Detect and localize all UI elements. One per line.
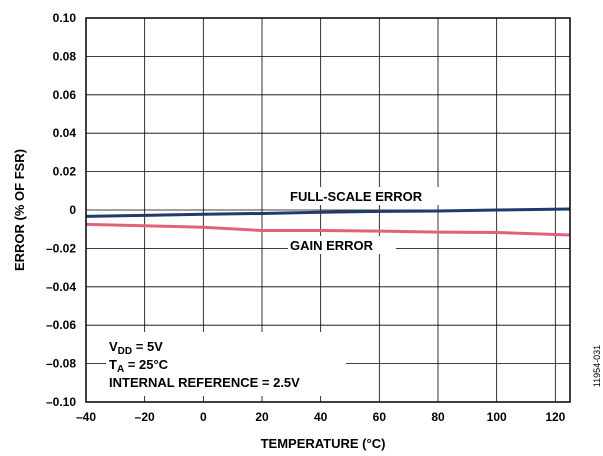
condition-reference: INTERNAL REFERENCE = 2.5V: [109, 375, 300, 390]
condition-ta: TA = 25°C: [109, 357, 169, 375]
y-tick-label: 0.02: [53, 165, 77, 179]
series-layer: [85, 207, 571, 237]
x-tick-label: 120: [545, 410, 565, 424]
x-tick-label: 20: [255, 410, 269, 424]
x-tick-label: –20: [135, 410, 155, 424]
series-line-full-scale-error: [85, 207, 571, 218]
grid: [85, 17, 570, 403]
y-tick-label: 0.10: [53, 11, 77, 25]
y-tick-label: 0.08: [53, 49, 77, 63]
series-line-gain-error: [85, 222, 571, 237]
series-label-full-scale-error: FULL-SCALE ERROR: [290, 189, 423, 204]
y-tick-label: 0.06: [53, 88, 77, 102]
gain-label-bg: [288, 236, 396, 254]
y-tick-label: –0.06: [46, 318, 76, 332]
figure-id: 11954-031: [592, 345, 602, 387]
x-tick-labels: –40 –20 0 20 40 60 80 100 120: [76, 410, 566, 424]
conditions-box: [106, 332, 346, 396]
y-tick-label: –0.04: [46, 280, 76, 294]
y-axis-title: ERROR (% OF FSR): [12, 149, 27, 271]
y-tick-label: 0.04: [53, 126, 77, 140]
y-tick-labels: 0.10 0.08 0.06 0.04 0.02 0 –0.02 –0.04 –0.06 –0.0…: [46, 11, 76, 409]
series-label-gain-error: GAIN ERROR: [290, 238, 374, 253]
x-tick-label: 60: [373, 410, 387, 424]
x-tick-label: –40: [76, 410, 96, 424]
x-tick-label: 40: [314, 410, 328, 424]
plot-frame: [85, 17, 571, 403]
fse-label-bg: [288, 187, 456, 205]
y-tick-label: –0.02: [46, 241, 76, 255]
y-tick-label: –0.10: [46, 395, 76, 409]
y-tick-label: 0: [69, 203, 76, 217]
x-axis-title: TEMPERATURE (°C): [261, 436, 386, 451]
x-tick-label: 100: [487, 410, 507, 424]
x-tick-label: 80: [431, 410, 445, 424]
y-tick-label: –0.08: [46, 357, 76, 371]
condition-vdd: VDD = 5V: [109, 339, 163, 357]
x-tick-label: 0: [200, 410, 207, 424]
